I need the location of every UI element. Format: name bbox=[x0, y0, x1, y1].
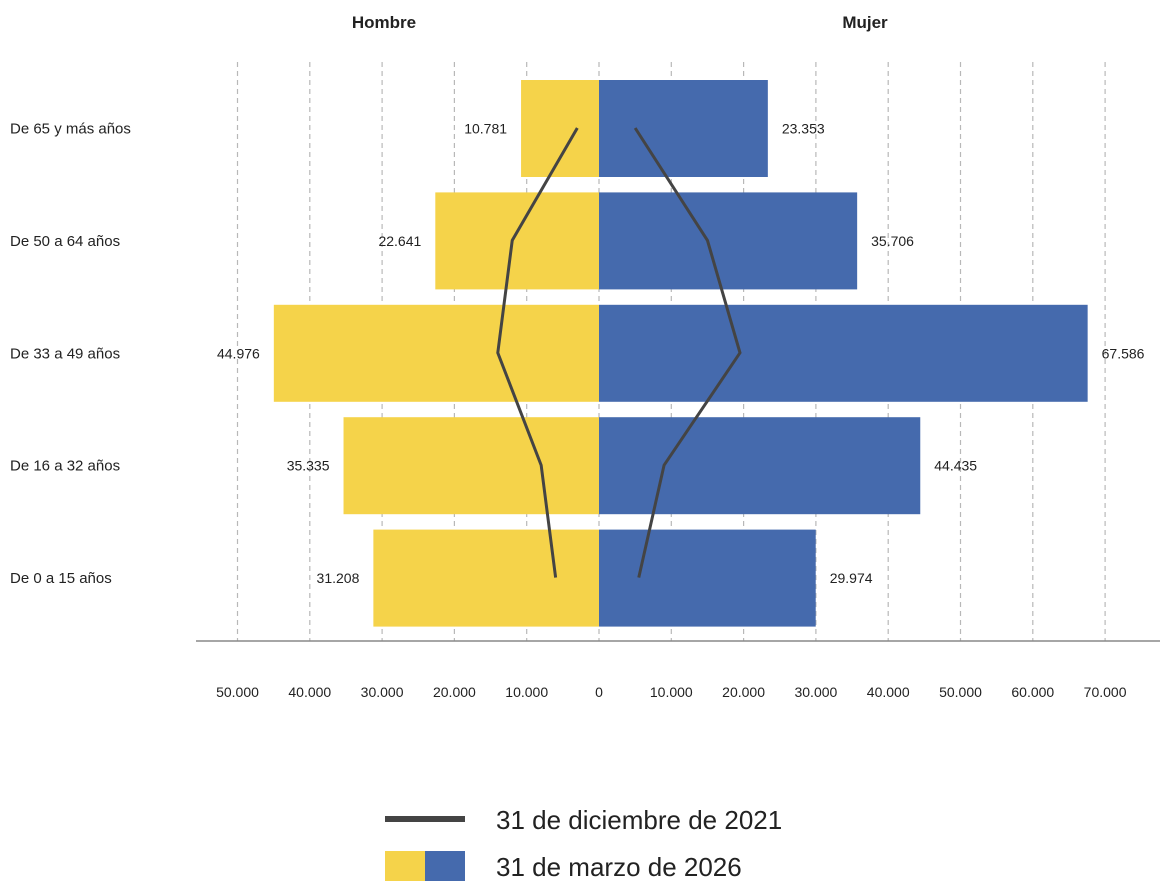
data-label-hombre: 35.335 bbox=[287, 458, 330, 474]
category-label: De 0 a 15 años bbox=[10, 570, 112, 587]
x-tick-label: 10.000 bbox=[650, 684, 693, 700]
x-tick-label: 70.000 bbox=[1084, 684, 1127, 700]
left-side-title: Hombre bbox=[352, 13, 416, 32]
line-hombre-2021 bbox=[496, 127, 579, 578]
category-label: De 65 y más años bbox=[10, 121, 131, 138]
data-label-mujer: 29.974 bbox=[830, 570, 873, 586]
data-labels: 10.781 23.353 22.641 35.706 44.976 67.586 35.3… bbox=[217, 121, 1145, 587]
x-tick-label: 0 bbox=[595, 684, 603, 700]
category-label: De 33 a 49 años bbox=[10, 345, 120, 362]
legend: 31 de diciembre de 2021 31 de marzo de 20… bbox=[385, 805, 782, 882]
x-tick-labels: 50.000 40.000 30.000 20.000 10.000 0 10.000 20.… bbox=[216, 684, 1127, 700]
data-label-mujer: 35.706 bbox=[871, 233, 914, 249]
data-label-hombre: 10.781 bbox=[464, 121, 507, 137]
data-label-hombre: 31.208 bbox=[317, 570, 360, 586]
data-label-hombre: 22.641 bbox=[378, 233, 421, 249]
category-label: De 16 a 32 años bbox=[10, 458, 120, 475]
legend-label: 31 de marzo de 2026 bbox=[496, 852, 742, 882]
bar-hombre bbox=[521, 80, 599, 177]
x-tick-label: 20.000 bbox=[722, 684, 765, 700]
bars bbox=[273, 80, 1088, 627]
x-tick-label: 40.000 bbox=[288, 684, 331, 700]
data-label-mujer: 44.435 bbox=[934, 458, 977, 474]
x-tick-label: 40.000 bbox=[867, 684, 910, 700]
right-side-title: Mujer bbox=[842, 13, 888, 32]
data-label-mujer: 67.586 bbox=[1102, 345, 1145, 361]
legend-swatch-mujer bbox=[425, 851, 465, 881]
x-tick-label: 50.000 bbox=[939, 684, 982, 700]
x-tick-label: 20.000 bbox=[433, 684, 476, 700]
category-label: De 50 a 64 años bbox=[10, 233, 120, 250]
category-labels: De 65 y más años De 50 a 64 años De 33 a 4… bbox=[10, 121, 131, 588]
data-label-mujer: 23.353 bbox=[782, 121, 825, 137]
bar-mujer bbox=[599, 304, 1088, 402]
bar-hombre bbox=[373, 529, 599, 627]
x-tick-label: 60.000 bbox=[1011, 684, 1054, 700]
bar-mujer bbox=[599, 80, 768, 177]
bar-mujer bbox=[599, 417, 921, 515]
x-tick-label: 50.000 bbox=[216, 684, 259, 700]
bar-hombre bbox=[343, 417, 599, 515]
bar-hombre bbox=[435, 192, 599, 290]
data-label-hombre: 44.976 bbox=[217, 345, 260, 361]
legend-label: 31 de diciembre de 2021 bbox=[496, 805, 782, 835]
legend-swatch-hombre bbox=[385, 851, 425, 881]
bar-mujer bbox=[599, 529, 816, 627]
bar-mujer bbox=[599, 192, 858, 290]
x-tick-label: 30.000 bbox=[794, 684, 837, 700]
x-tick-label: 10.000 bbox=[505, 684, 548, 700]
reference-lines bbox=[496, 127, 742, 578]
bar-hombre bbox=[273, 304, 599, 402]
x-tick-label: 30.000 bbox=[361, 684, 404, 700]
line-mujer-2021 bbox=[633, 127, 742, 578]
